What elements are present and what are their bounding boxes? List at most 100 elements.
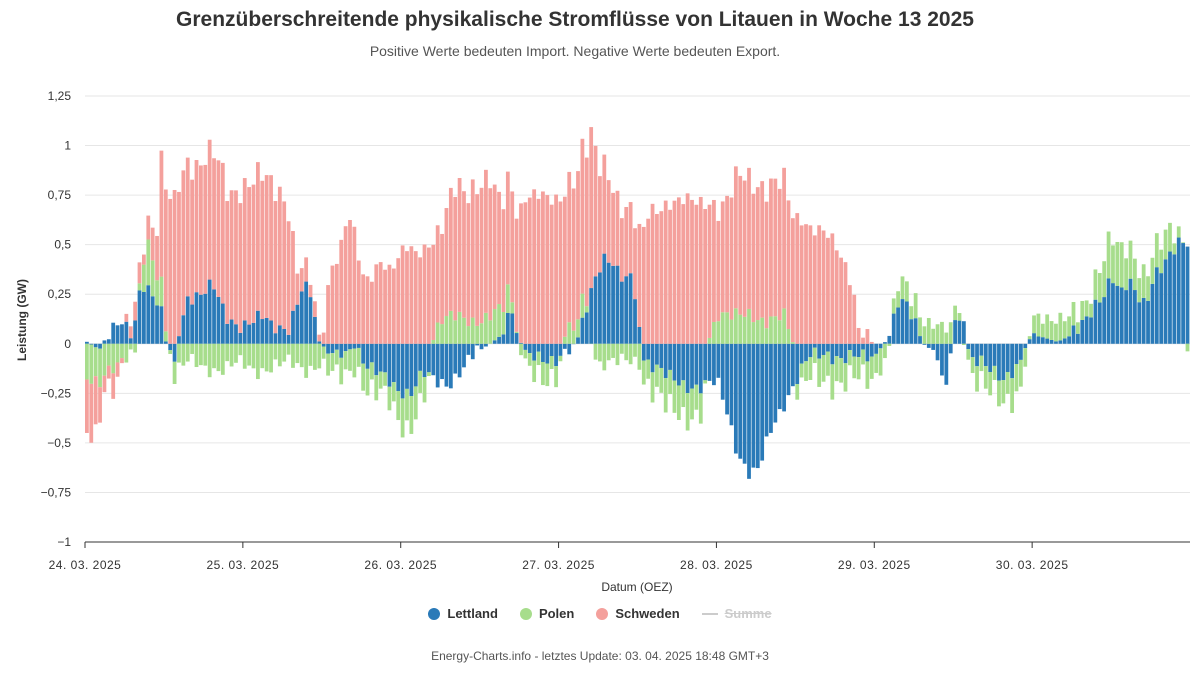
bar-lettland[interactable] <box>422 343 427 378</box>
bar-polen[interactable] <box>133 343 138 353</box>
bar-lettland[interactable] <box>1045 338 1050 344</box>
bar-lettland[interactable] <box>128 338 133 344</box>
bar-lettland[interactable] <box>926 343 931 348</box>
bar-schweden[interactable] <box>729 197 734 320</box>
bar-polen[interactable] <box>168 350 173 354</box>
bar-polen[interactable] <box>505 284 510 313</box>
bar-lettland[interactable] <box>142 291 146 344</box>
bar-polen[interactable] <box>852 356 857 379</box>
bar-polen[interactable] <box>1133 258 1137 291</box>
bar-polen[interactable] <box>1111 245 1115 284</box>
bar-lettland[interactable] <box>562 343 567 349</box>
bar-schweden[interactable] <box>619 218 624 282</box>
bar-lettland[interactable] <box>869 343 874 357</box>
bar-lettland[interactable] <box>997 343 1001 381</box>
bar-schweden[interactable] <box>256 162 260 311</box>
bar-schweden[interactable] <box>418 257 423 344</box>
bar-schweden[interactable] <box>181 170 186 316</box>
bar-lettland[interactable] <box>484 343 488 347</box>
bar-polen[interactable] <box>405 388 409 421</box>
bar-polen[interactable] <box>286 343 291 355</box>
bar-lettland[interactable] <box>256 310 260 344</box>
bar-polen[interactable] <box>777 320 782 344</box>
bar-schweden[interactable] <box>856 327 861 344</box>
bar-schweden[interactable] <box>589 127 594 289</box>
bar-lettland[interactable] <box>1159 273 1164 344</box>
bar-lettland[interactable] <box>856 343 861 358</box>
bar-schweden[interactable] <box>843 262 848 344</box>
bar-polen[interactable] <box>1172 243 1177 255</box>
bar-lettland[interactable] <box>185 296 190 344</box>
bar-schweden[interactable] <box>782 167 786 309</box>
bar-lettland[interactable] <box>492 340 497 344</box>
bar-schweden[interactable] <box>378 262 383 344</box>
bar-lettland[interactable] <box>804 343 808 362</box>
bar-schweden[interactable] <box>172 189 177 344</box>
bar-polen[interactable] <box>1045 314 1050 339</box>
bar-lettland[interactable] <box>356 343 361 348</box>
bar-lettland[interactable] <box>953 320 957 344</box>
bar-schweden[interactable] <box>155 235 159 281</box>
bar-polen[interactable] <box>887 343 892 346</box>
bar-lettland[interactable] <box>1027 339 1032 344</box>
bar-polen[interactable] <box>453 320 458 344</box>
bar-polen[interactable] <box>856 357 861 380</box>
bar-polen[interactable] <box>1084 300 1089 317</box>
bar-polen[interactable] <box>1185 343 1190 352</box>
bar-lettland[interactable] <box>738 343 743 459</box>
bar-lettland[interactable] <box>1062 338 1067 344</box>
bar-schweden[interactable] <box>738 175 743 315</box>
bar-schweden[interactable] <box>593 145 598 277</box>
bar-schweden[interactable] <box>470 179 475 318</box>
bar-polen[interactable] <box>348 349 352 371</box>
bar-polen[interactable] <box>760 317 765 344</box>
bar-schweden[interactable] <box>348 220 352 344</box>
bar-lettland[interactable] <box>874 343 879 354</box>
bar-polen[interactable] <box>1106 231 1111 279</box>
bar-schweden[interactable] <box>681 204 686 344</box>
bar-polen[interactable] <box>370 362 374 380</box>
bar-polen[interactable] <box>878 348 883 376</box>
bar-polen[interactable] <box>738 314 743 344</box>
bar-polen[interactable] <box>317 343 322 369</box>
bar-polen[interactable] <box>773 316 778 344</box>
bar-schweden[interactable] <box>641 226 646 344</box>
bar-lettland[interactable] <box>676 343 681 386</box>
bar-polen[interactable] <box>549 356 554 369</box>
bar-lettland[interactable] <box>839 343 843 359</box>
bar-polen[interactable] <box>374 375 379 401</box>
bar-schweden[interactable] <box>760 181 765 318</box>
bar-polen[interactable] <box>142 264 146 292</box>
bar-lettland[interactable] <box>1049 339 1054 344</box>
bar-polen[interactable] <box>606 343 611 361</box>
bar-schweden[interactable] <box>115 362 120 377</box>
bar-polen[interactable] <box>159 276 164 307</box>
bar-polen[interactable] <box>975 366 979 392</box>
bar-polen[interactable] <box>190 343 195 354</box>
bar-polen[interactable] <box>1146 276 1150 301</box>
bar-lettland[interactable] <box>295 304 300 344</box>
bar-polen[interactable] <box>163 331 168 342</box>
bar-polen[interactable] <box>431 339 436 344</box>
bar-lettland[interactable] <box>146 285 151 344</box>
bar-polen[interactable] <box>427 372 431 377</box>
bar-lettland[interactable] <box>102 340 107 344</box>
bar-lettland[interactable] <box>865 343 870 362</box>
bar-schweden[interactable] <box>773 178 778 317</box>
bar-polen[interactable] <box>462 317 466 344</box>
bar-polen[interactable] <box>817 358 822 387</box>
bar-lettland[interactable] <box>1124 290 1129 344</box>
bar-lettland[interactable] <box>536 343 541 352</box>
bar-schweden[interactable] <box>475 194 480 326</box>
bar-lettland[interactable] <box>1133 290 1137 344</box>
bar-lettland[interactable] <box>830 343 835 365</box>
bar-lettland[interactable] <box>834 343 839 357</box>
bar-polen[interactable] <box>177 343 181 363</box>
bar-lettland[interactable] <box>106 339 111 344</box>
bar-polen[interactable] <box>769 316 773 344</box>
bar-schweden[interactable] <box>712 199 716 322</box>
bar-lettland[interactable] <box>225 323 230 344</box>
bar-schweden[interactable] <box>637 223 642 327</box>
bar-polen[interactable] <box>326 353 330 376</box>
bar-schweden[interactable] <box>89 383 94 443</box>
